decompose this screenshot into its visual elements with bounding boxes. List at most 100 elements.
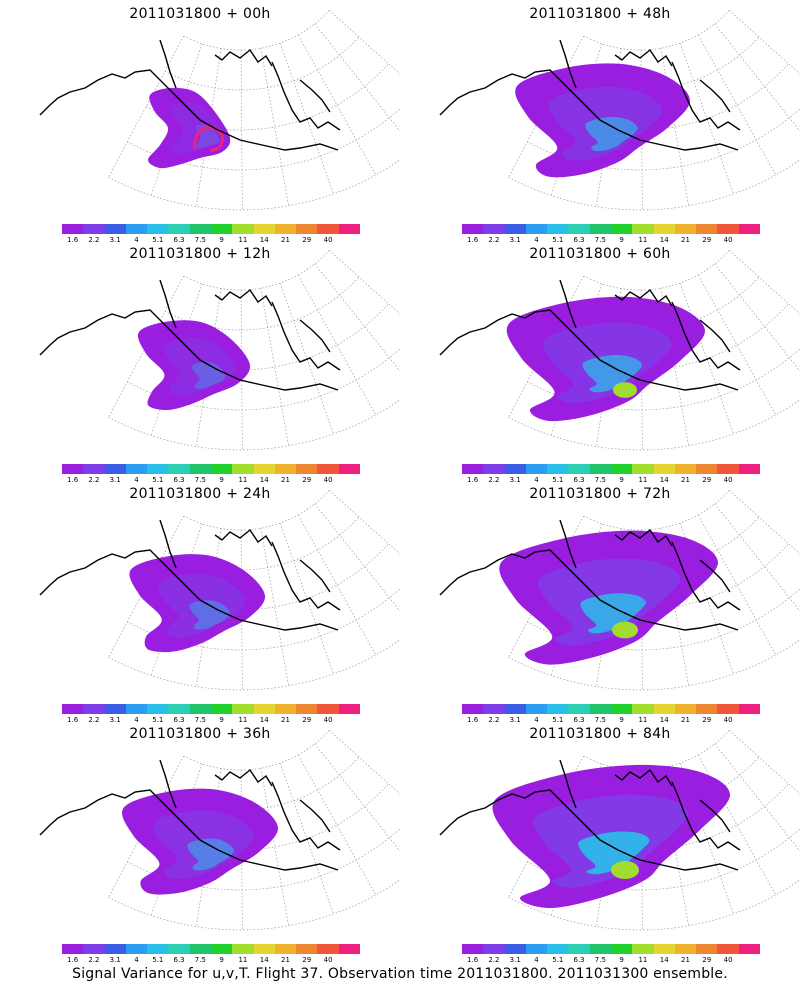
colorbar-swatch xyxy=(338,704,360,714)
colorbar-swatch xyxy=(632,704,654,714)
colorbar-tick-label: 14 xyxy=(259,236,269,244)
colorbar-tick-label: 7.5 xyxy=(594,476,606,484)
coastline xyxy=(614,768,673,787)
colorbar-tick-label: 9 xyxy=(619,476,624,484)
longitude-line xyxy=(508,35,585,178)
longitude-line xyxy=(508,515,585,658)
colorbar-tick-label: 1.6 xyxy=(467,716,479,724)
signal-peak xyxy=(613,382,637,398)
map-panel: 2011031800 + 60h 1.6 2.2 3.1 4 5.1 6.3 7.5 9 11 14… xyxy=(400,240,800,484)
colorbar-tick-label: 3.1 xyxy=(109,236,121,244)
coastline xyxy=(699,799,731,833)
colorbar-swatch xyxy=(568,464,590,474)
longitude-line xyxy=(728,490,800,555)
colorbar-swatch xyxy=(104,944,126,954)
colorbar-swatch xyxy=(525,944,548,954)
colorbar-labels: 1.6 2.2 3.1 4 5.1 6.3 7.5 9 11 14 21 29 40 xyxy=(62,476,360,486)
colorbar xyxy=(62,704,360,714)
colorbar-tick-label: 21 xyxy=(281,236,290,244)
longitude-line xyxy=(595,48,622,207)
longitude-line xyxy=(297,514,377,656)
graticule xyxy=(108,10,400,211)
coastline xyxy=(159,279,177,329)
colorbar-swatch xyxy=(317,704,339,714)
colorbar-tick-label: 29 xyxy=(302,236,312,244)
latitude-line xyxy=(183,490,330,531)
colorbar-tick-label: 5.1 xyxy=(152,476,164,484)
map-panel: 2011031800 + 12h 1.6 2.2 3.1 4 5.1 6.3 7.5 9 11 14… xyxy=(0,240,400,484)
coastline xyxy=(559,279,577,329)
colorbar-tick-label: 40 xyxy=(723,236,733,244)
coastline xyxy=(439,69,739,151)
map-plot xyxy=(439,10,800,211)
colorbar-tick-label: 4 xyxy=(134,956,139,964)
colorbar-swatch xyxy=(210,224,233,234)
colorbar-tick-label: 4 xyxy=(534,956,539,964)
longitude-line xyxy=(314,503,400,612)
colorbar-swatch xyxy=(210,944,233,954)
map-plot xyxy=(39,730,400,931)
colorbar-swatch xyxy=(253,704,275,714)
longitude-line xyxy=(279,762,334,915)
colorbar xyxy=(462,464,760,474)
signal-region-high xyxy=(582,354,643,393)
colorbar-tick-label: 9 xyxy=(219,716,224,724)
colorbar-labels: 1.6 2.2 3.1 4 5.1 6.3 7.5 9 11 14 21 29 40 xyxy=(462,956,760,966)
longitude-line xyxy=(328,490,400,555)
colorbar-tick-label: 3.1 xyxy=(509,716,521,724)
coastline xyxy=(39,69,339,151)
colorbar-tick-label: 4 xyxy=(534,236,539,244)
colorbar-swatch xyxy=(589,464,611,474)
colorbar-swatch xyxy=(462,464,484,474)
longitude-line xyxy=(679,282,734,435)
signal-region-high xyxy=(585,116,638,152)
coastline xyxy=(614,528,673,547)
colorbar-swatch xyxy=(504,704,526,714)
colorbar-swatch xyxy=(547,704,569,714)
colorbar-tick-label: 11 xyxy=(238,956,248,964)
colorbar-labels: 1.6 2.2 3.1 4 5.1 6.3 7.5 9 11 14 21 29 40 xyxy=(62,956,360,966)
longitude-line xyxy=(240,529,243,691)
colorbar-tick-label: 9 xyxy=(219,476,224,484)
colorbar-tick-label: 29 xyxy=(702,716,712,724)
coastline xyxy=(159,39,177,89)
colorbar-swatch xyxy=(568,224,590,234)
panel-title: 2011031800 + 48h xyxy=(529,6,671,22)
colorbar-swatch xyxy=(210,464,233,474)
coastlines xyxy=(39,279,341,391)
colorbar-swatch xyxy=(504,464,526,474)
colorbar-swatch xyxy=(589,704,611,714)
colorbar-tick-label: 40 xyxy=(323,956,333,964)
longitude-line xyxy=(728,250,800,315)
coastline xyxy=(214,48,273,67)
colorbar-tick-label: 21 xyxy=(681,716,690,724)
longitude-line xyxy=(195,48,222,207)
colorbar-swatch xyxy=(696,704,718,714)
colorbar-tick-label: 4 xyxy=(534,476,539,484)
colorbar-swatch xyxy=(674,224,697,234)
colorbar-tick-label: 3.1 xyxy=(109,716,121,724)
coastline xyxy=(271,781,341,851)
colorbar-tick-label: 40 xyxy=(723,716,733,724)
colorbar-tick-label: 7.5 xyxy=(594,956,606,964)
colorbar-labels: 1.6 2.2 3.1 4 5.1 6.3 7.5 9 11 14 21 29 40 xyxy=(62,236,360,246)
signal-region-high xyxy=(578,831,650,875)
colorbar-swatch xyxy=(525,464,548,474)
longitude-line xyxy=(508,275,585,418)
longitude-line xyxy=(279,282,334,435)
coastline xyxy=(39,309,339,391)
longitude-line xyxy=(314,743,400,852)
latitude-line xyxy=(545,543,789,611)
colorbar-swatch xyxy=(610,944,633,954)
colorbar-swatch xyxy=(674,944,697,954)
coastline xyxy=(439,789,739,871)
longitude-line xyxy=(660,768,689,926)
colorbar-tick-label: 11 xyxy=(638,476,648,484)
colorbar-tick-label: 40 xyxy=(323,716,333,724)
colorbar-swatch xyxy=(696,944,718,954)
longitude-line xyxy=(195,288,222,447)
longitude-line xyxy=(297,754,377,896)
coastlines xyxy=(39,759,341,871)
colorbar-tick-label: 40 xyxy=(323,236,333,244)
coastline xyxy=(39,789,339,871)
